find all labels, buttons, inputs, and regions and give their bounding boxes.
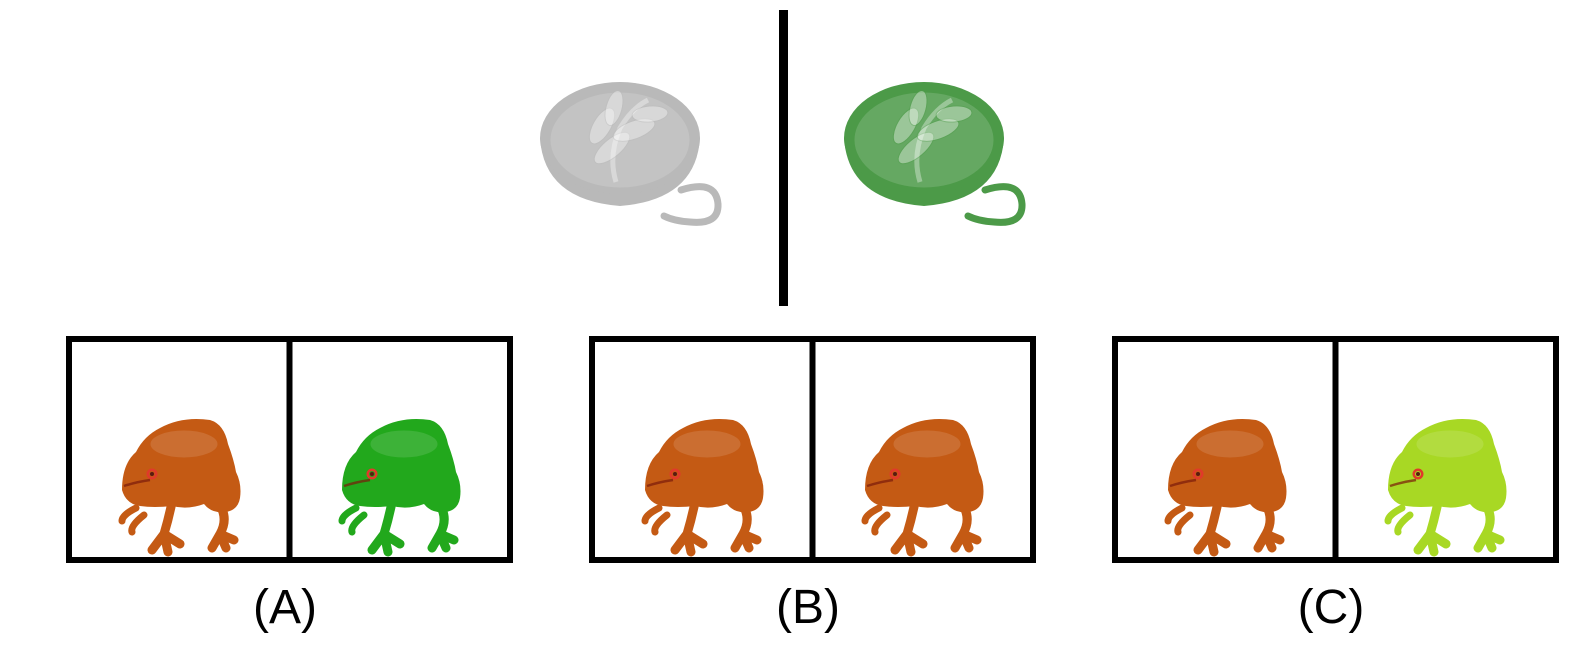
option-c-panel[interactable] xyxy=(1112,336,1559,563)
option-b-panel[interactable] xyxy=(589,336,1036,563)
example-left-cup xyxy=(540,82,718,222)
option-c-label[interactable]: (C) xyxy=(1297,581,1365,634)
option-a-label[interactable]: (A) xyxy=(253,581,317,634)
divider-line xyxy=(779,10,788,306)
option-b-label[interactable]: (B) xyxy=(776,581,840,634)
option-a-panel[interactable] xyxy=(66,336,513,563)
example-right-cup xyxy=(844,82,1022,222)
